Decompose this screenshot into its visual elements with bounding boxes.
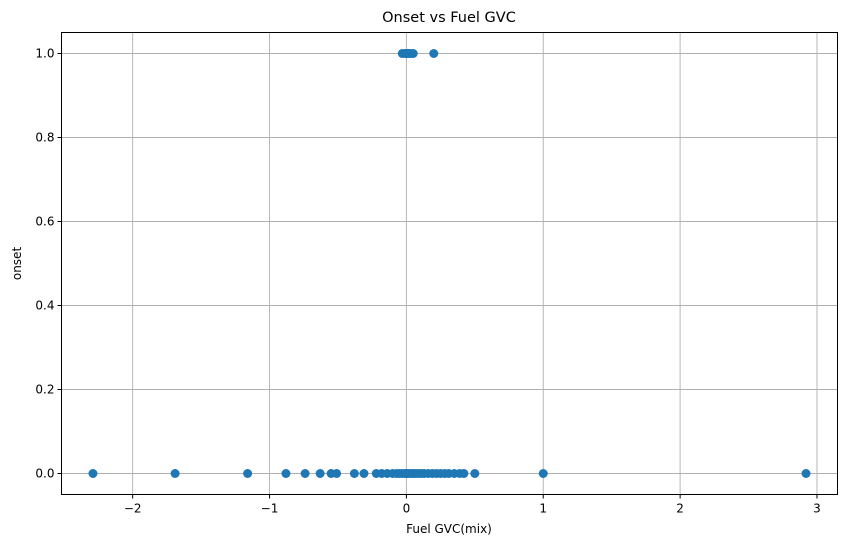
y-tick-label: 0.2 — [35, 383, 54, 397]
data-point — [359, 469, 369, 478]
y-axis-label: onset — [10, 247, 24, 281]
chart-title: Onset vs Fuel GVC — [382, 10, 516, 26]
data-point — [170, 469, 180, 478]
data-point — [459, 469, 469, 478]
data-point — [538, 469, 548, 478]
y-tick-label: 1.0 — [35, 47, 54, 61]
x-tick-label: 0 — [403, 502, 411, 516]
data-point — [349, 469, 359, 478]
x-tick-label: −2 — [124, 502, 142, 516]
y-tick-label: 0.0 — [35, 467, 54, 481]
x-axis-ticks: −2 −1 0 1 2 3 — [124, 494, 821, 516]
data-point — [801, 469, 811, 478]
data-point — [281, 469, 291, 478]
plot-area-frame — [61, 32, 838, 495]
x-tick-label: −1 — [261, 502, 279, 516]
data-point — [332, 469, 342, 478]
grid — [61, 32, 838, 495]
y-tick-label: 0.4 — [35, 299, 54, 313]
data-points — [88, 49, 811, 478]
data-point — [88, 469, 98, 478]
x-tick-label: 2 — [676, 502, 684, 516]
y-tick-label: 0.6 — [35, 215, 54, 229]
x-tick-label: 1 — [539, 502, 547, 516]
y-axis-ticks: 0.0 0.2 0.4 0.6 0.8 1.0 — [35, 47, 62, 481]
y-tick-label: 0.8 — [35, 131, 54, 145]
data-point — [300, 469, 310, 478]
x-tick-label: 3 — [813, 502, 821, 516]
data-point — [315, 469, 325, 478]
data-point — [429, 49, 439, 58]
data-point — [470, 469, 480, 478]
x-axis-label: Fuel GVC(mix) — [406, 522, 492, 536]
data-point — [408, 49, 418, 58]
data-point — [243, 469, 253, 478]
